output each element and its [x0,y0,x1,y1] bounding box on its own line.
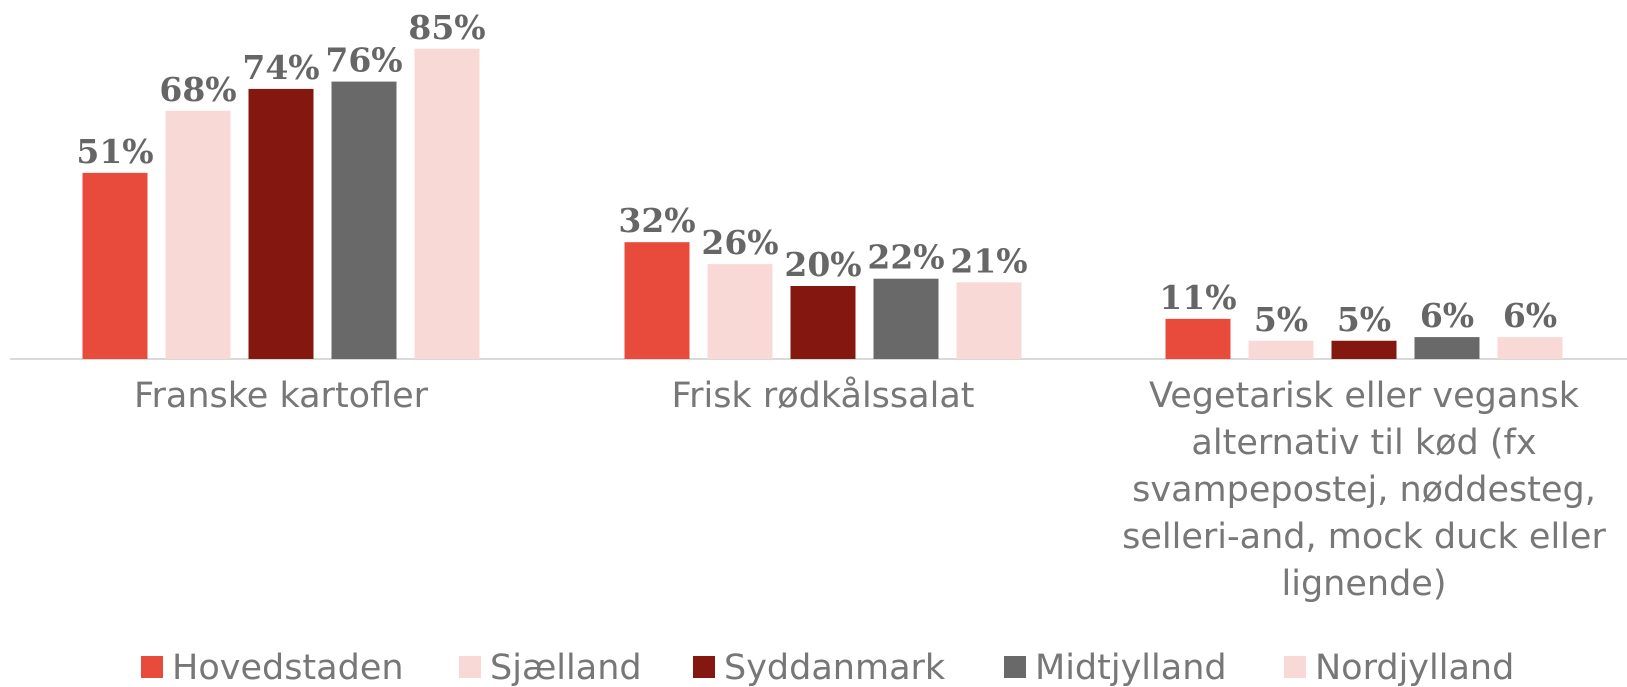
value-label: 6% [1503,296,1557,335]
bar [956,282,1022,359]
value-label: 68% [159,70,236,109]
value-label: 32% [618,201,695,240]
value-label: 5% [1254,300,1308,339]
value-label: 21% [950,241,1027,280]
legend-label: Sjælland [490,648,642,687]
x-tick-label: Franske kartofler [133,376,429,416]
x-tick-label: Vegetarisk eller vegansk alternativ til … [1122,376,1606,604]
legend-swatch [141,656,163,678]
bar [1497,337,1563,359]
bar [790,286,856,359]
bar [248,88,314,360]
legend-swatch [693,656,715,678]
value-label: 11% [1159,278,1236,317]
legend-label: Midtjylland [1035,648,1227,687]
bar [1331,340,1397,359]
legend-swatch [1004,656,1026,678]
legend-swatch [459,656,481,678]
legend-label: Hovedstaden [172,648,404,687]
bar [1165,318,1231,359]
bar [624,242,690,359]
legend-label: Nordjylland [1315,648,1514,687]
x-tick-label: Frisk rødkålssalat [671,376,975,416]
value-label: 20% [784,245,861,284]
value-label: 26% [701,223,778,262]
value-label: 85% [408,8,485,47]
bar [1414,337,1480,359]
value-label: 22% [867,238,944,277]
bar [165,110,231,359]
bar [873,278,939,359]
value-label: 74% [242,48,319,87]
value-label: 6% [1420,296,1474,335]
value-label: 5% [1337,300,1391,339]
bar [331,81,397,359]
bar [707,264,773,359]
value-label: 51% [76,132,153,171]
legend-swatch [1284,656,1306,678]
bar [1248,340,1314,359]
bar [414,48,480,359]
bar [82,172,148,359]
value-label: 76% [325,41,402,80]
legend-label: Syddanmark [724,648,946,687]
